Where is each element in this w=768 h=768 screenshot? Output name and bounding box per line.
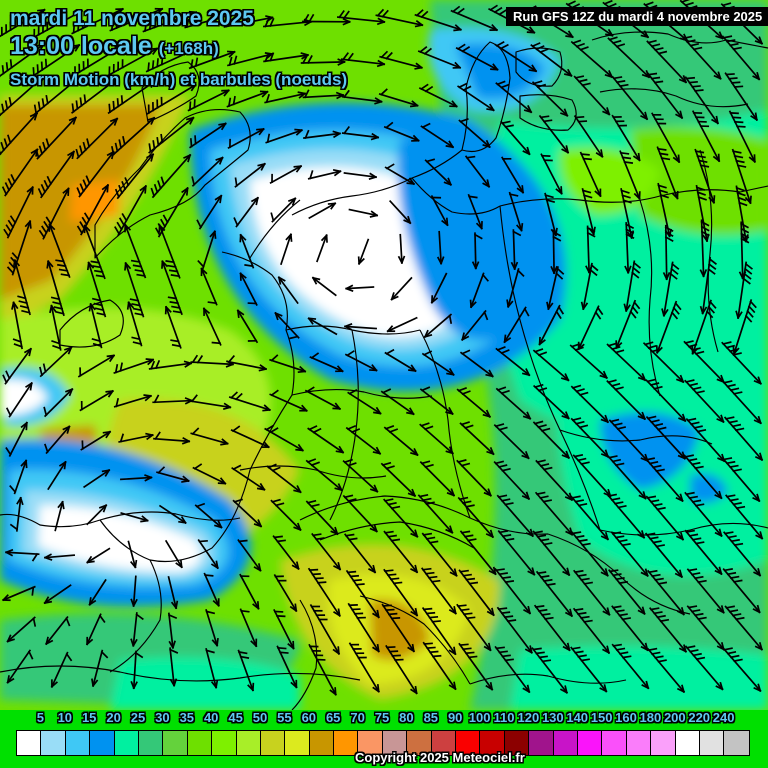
legend-swatch — [553, 731, 578, 755]
legend-tick: 140 — [566, 710, 589, 725]
model-run-banner: Run GFS 12Z du mardi 4 novembre 2025 — [506, 7, 768, 26]
legend-tick: 150 — [590, 710, 613, 725]
legend-swatch — [504, 731, 530, 755]
legend-tick: 45 — [228, 710, 243, 725]
legend-tick: 160 — [615, 710, 637, 725]
legend-tick: 5 — [36, 710, 45, 725]
legend-swatch — [163, 731, 188, 755]
legend-swatch — [602, 731, 627, 755]
legend-tick: 240 — [712, 710, 735, 725]
legend-swatch — [138, 731, 164, 755]
legend-swatch — [699, 731, 725, 755]
legend-tick: 200 — [663, 710, 686, 725]
legend-tick: 75 — [374, 710, 390, 725]
legend-tick: 85 — [423, 710, 439, 725]
legend-tick: 25 — [130, 710, 146, 725]
forecast-time-group: 13:00 locale (+168h) — [10, 32, 219, 61]
legend-tick: 40 — [203, 710, 219, 725]
legend-swatch — [626, 731, 652, 755]
forecast-time-label: 13:00 locale — [10, 32, 152, 60]
legend-swatch — [236, 731, 261, 755]
coastline-borders — [0, 31, 768, 710]
legend-tick: 220 — [688, 710, 711, 725]
legend-swatch — [407, 731, 432, 755]
legend-tick: 60 — [301, 710, 317, 725]
legend-swatch — [114, 731, 139, 755]
legend-swatch — [187, 731, 213, 755]
legend-tick: 80 — [399, 710, 414, 725]
legend-swatch — [65, 731, 91, 755]
legend-tick: 100 — [468, 710, 491, 725]
legend-tick: 120 — [517, 710, 540, 725]
legend-swatch — [431, 731, 457, 755]
legend-tick-labels: 5 10 15 20 25 30 35 40 45 50 55 60 65 70 75 80 85 90 100 11… — [0, 710, 768, 732]
legend-swatch — [724, 731, 749, 755]
legend-tick: 35 — [179, 710, 195, 725]
legend-tick: 55 — [277, 710, 292, 725]
legend-swatch — [529, 731, 554, 755]
legend-tick: 70 — [350, 710, 365, 725]
legend-swatch — [577, 731, 603, 755]
legend-swatch — [90, 731, 115, 755]
legend-swatch — [651, 731, 676, 755]
legend-swatch — [41, 731, 66, 755]
legend-tick: 15 — [81, 710, 97, 725]
legend-tick: 90 — [447, 710, 463, 725]
forecast-map[interactable]: mardi 11 novembre 2025 13:00 locale (+16… — [0, 0, 768, 710]
forecast-date-label: mardi 11 novembre 2025 — [10, 7, 254, 30]
legend-tick: 130 — [541, 710, 564, 725]
legend-tick: 65 — [325, 710, 341, 725]
legend-swatch — [17, 731, 42, 755]
legend-swatch — [309, 731, 335, 755]
legend-tick: 110 — [493, 710, 515, 725]
legend-swatch — [285, 731, 310, 755]
copyright-label: Copyright 2025 Meteociel.fr — [355, 750, 525, 765]
legend-swatch — [358, 731, 383, 755]
legend-swatch — [334, 731, 359, 755]
legend-swatch — [456, 731, 481, 755]
legend-tick: 20 — [106, 710, 121, 725]
legend-tick: 30 — [155, 710, 170, 725]
color-scale-legend: 5 10 15 20 25 30 35 40 45 50 55 60 65 70 75 80 85 90 100 11… — [0, 710, 768, 768]
legend-swatch — [675, 731, 700, 755]
forecast-lead-time-label: (+168h) — [158, 39, 219, 58]
parameter-label: Storm Motion (km/h) et barbules (noeuds) — [10, 70, 348, 89]
legend-tick: 180 — [639, 710, 662, 725]
legend-swatch — [480, 731, 505, 755]
legend-swatch — [382, 731, 408, 755]
legend-color-bar — [16, 730, 750, 756]
model-run-label: Run GFS 12Z du mardi 4 novembre 2025 — [513, 9, 763, 24]
legend-tick: 10 — [57, 710, 73, 725]
legend-swatch — [212, 731, 237, 755]
legend-swatch — [260, 731, 286, 755]
legend-tick: 50 — [252, 710, 268, 725]
